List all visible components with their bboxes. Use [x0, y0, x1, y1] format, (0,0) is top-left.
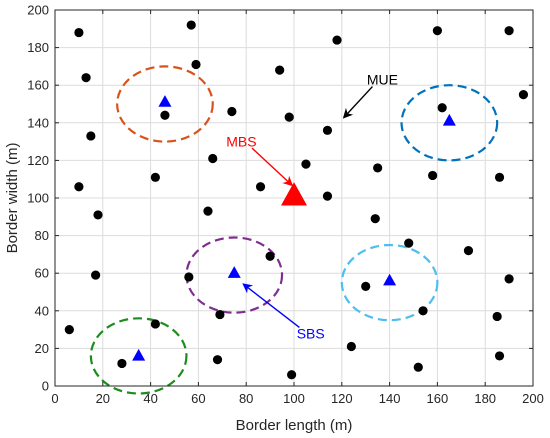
- x-tick-label: 120: [331, 391, 353, 406]
- mue-point: [346, 341, 356, 352]
- x-tick-label: 20: [96, 391, 110, 406]
- mue-point: [463, 246, 474, 256]
- axes: 0 20 40 60 80 100 120 140 160 180 200 0 20 40 60 80 100 1…: [27, 3, 544, 407]
- mue-point: [74, 182, 84, 192]
- x-tick-label: 180: [474, 391, 496, 406]
- sbs-coverage-circle: [116, 65, 214, 143]
- sbs-coverage-circle: [340, 243, 439, 322]
- annotation-arrow: [251, 147, 294, 187]
- mue-point: [184, 272, 194, 282]
- mue-point: [93, 210, 103, 220]
- mue-point: [150, 319, 160, 329]
- mue-point: [117, 358, 127, 369]
- x-tick-label: 60: [191, 391, 205, 406]
- plot-border: [54, 9, 534, 387]
- x-tick-label: 100: [283, 391, 305, 406]
- mue-point: [418, 306, 428, 316]
- sbs-point: [442, 113, 456, 126]
- mue-point: [432, 26, 442, 36]
- mue-point: [370, 214, 380, 224]
- mue-point: [227, 106, 237, 117]
- mue-point: [518, 90, 529, 100]
- mue-point: [322, 191, 333, 201]
- annotation-label-mbs: MBS: [226, 134, 256, 150]
- mue-point: [332, 35, 342, 45]
- y-tick-label: 40: [35, 303, 49, 318]
- sbs-point: [132, 348, 146, 361]
- mue-points: [64, 20, 529, 380]
- sbs-point: [158, 95, 172, 107]
- mue-point: [494, 351, 505, 361]
- mue-point: [186, 20, 196, 30]
- y-tick-label: 0: [42, 379, 49, 394]
- mue-point: [504, 274, 514, 284]
- mue-point: [301, 159, 311, 169]
- mue-point: [287, 370, 297, 380]
- y-tick-label: 200: [27, 3, 49, 18]
- mue-point: [413, 362, 423, 372]
- annotation-arrow: [342, 86, 373, 119]
- y-axis-label: Border width (m): [4, 143, 21, 254]
- mue-point: [91, 270, 101, 280]
- mue-point: [428, 170, 438, 181]
- mue-point: [208, 153, 218, 164]
- sbs-point: [227, 266, 241, 278]
- sbs-coverage-circle: [400, 84, 499, 162]
- x-tick-label: 200: [522, 391, 544, 406]
- y-tick-label: 80: [35, 228, 49, 243]
- mue-point: [437, 103, 447, 113]
- mbs-point: [281, 182, 307, 206]
- mue-point: [322, 125, 333, 135]
- mue-point: [265, 251, 275, 261]
- x-tick-label: 40: [143, 391, 157, 406]
- sbs-coverage-circle: [89, 317, 188, 395]
- annotation-label-sbs: SBS: [297, 325, 325, 341]
- mue-point: [212, 355, 223, 365]
- sbs-point: [383, 273, 397, 286]
- mue-point: [361, 281, 371, 291]
- y-tick-label: 180: [27, 40, 49, 55]
- x-axis-label: Border length (m): [236, 417, 353, 434]
- annotation-label-mue: MUE: [367, 72, 398, 88]
- y-tick-label: 160: [27, 78, 49, 93]
- mue-point: [160, 110, 170, 120]
- x-tick-label: 140: [379, 391, 401, 406]
- sbs-points: [132, 95, 456, 361]
- mue-point: [373, 163, 383, 173]
- mbs-point: [281, 182, 307, 206]
- mue-point: [203, 206, 213, 216]
- mue-point: [494, 172, 505, 182]
- mue-point: [284, 112, 294, 122]
- y-tick-label: 20: [35, 341, 49, 356]
- x-tick-label: 160: [427, 391, 449, 406]
- mue-point: [275, 65, 285, 75]
- x-tick-label: 80: [239, 391, 253, 406]
- y-tick-label: 60: [35, 266, 49, 281]
- mue-point: [86, 131, 96, 141]
- mue-point: [215, 309, 225, 320]
- mue-point: [191, 59, 201, 70]
- y-tick-label: 120: [27, 153, 49, 168]
- annotations: MUE MBS SBS: [226, 72, 398, 342]
- mue-point: [504, 26, 514, 36]
- annotation-arrow: [242, 283, 300, 329]
- y-tick-label: 100: [27, 191, 49, 206]
- mue-point: [255, 182, 266, 192]
- y-tick-label: 140: [27, 115, 49, 130]
- mue-point: [492, 311, 502, 322]
- mue-point: [64, 325, 74, 335]
- mue-point: [150, 172, 160, 182]
- mue-point: [404, 238, 414, 248]
- mue-point: [74, 27, 84, 38]
- x-tick-label: 0: [51, 391, 58, 406]
- mue-point: [81, 73, 91, 83]
